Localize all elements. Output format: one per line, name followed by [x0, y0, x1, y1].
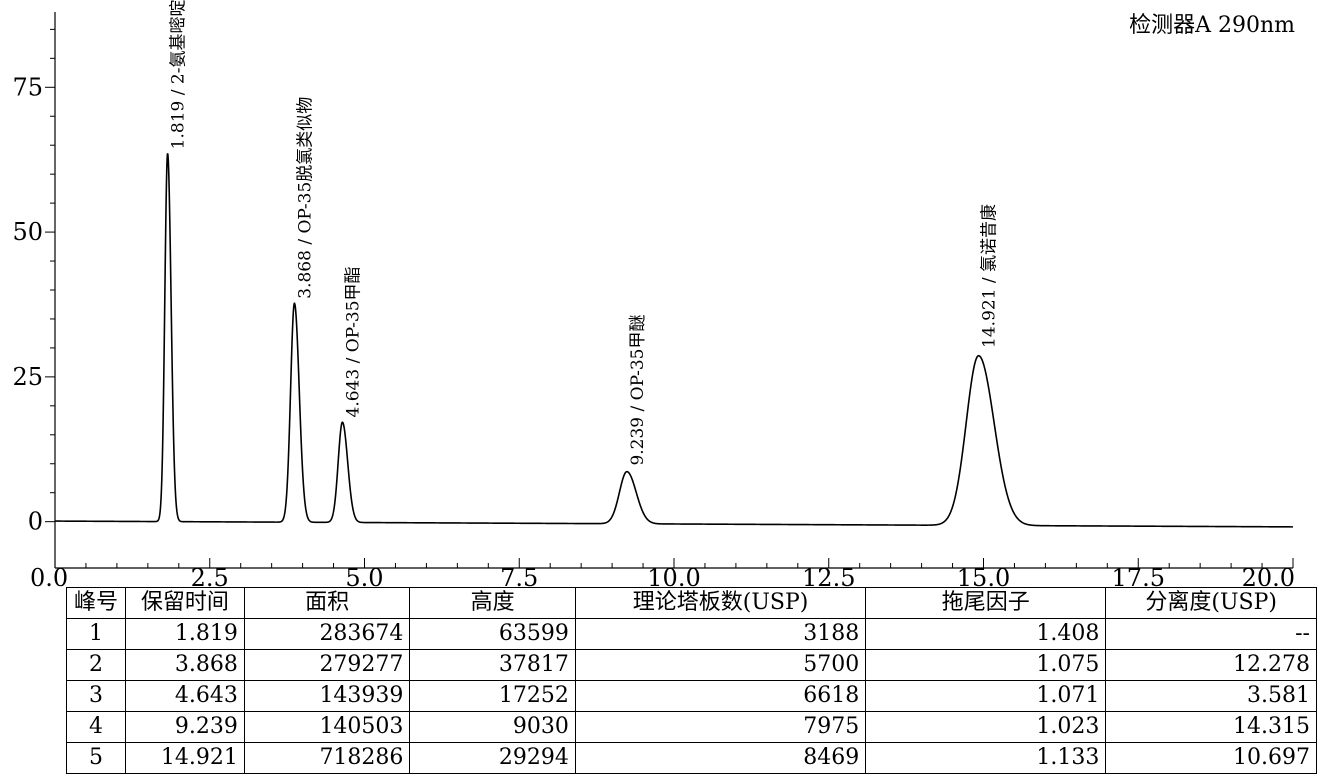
table-cell: 283674	[243, 618, 411, 650]
table-cell: 14.315	[1105, 711, 1317, 743]
column-header: 保留时间	[124, 587, 245, 619]
table-cell: 7975	[574, 711, 867, 743]
table-cell: 2	[66, 649, 126, 681]
table-cell: 8469	[574, 742, 867, 774]
table-cell: 12.278	[1105, 649, 1317, 681]
table-cell: 29294	[409, 742, 576, 774]
peak-label: 14.921 / 氯诺昔康	[980, 204, 1000, 348]
table-row: 1 1.819 283674 63599 3188 1.408 --	[66, 618, 1317, 650]
y-tick-label: 75	[12, 73, 43, 101]
table-cell: 3	[66, 680, 126, 712]
peak-label: 9.239 / OP-35甲醚	[628, 315, 648, 466]
x-tick-label: 7.5	[500, 564, 538, 590]
column-header: 拖尾因子	[865, 587, 1107, 619]
table-cell: --	[1105, 618, 1317, 650]
detector-label: 检测器A 290nm	[1129, 13, 1295, 38]
table-cell: 37817	[409, 649, 576, 681]
table-cell: 718286	[243, 742, 411, 774]
table-cell: 1	[66, 618, 126, 650]
x-tick-label: 0.0	[30, 564, 68, 590]
x-tick-label: 12.5	[802, 564, 855, 590]
table-cell: 9.239	[124, 711, 245, 743]
table-cell: 14.921	[124, 742, 245, 774]
table-cell: 4.643	[124, 680, 245, 712]
table-cell: 1.133	[865, 742, 1107, 774]
table-cell: 10.697	[1105, 742, 1317, 774]
y-tick-label: 0	[28, 508, 43, 536]
column-header: 面积	[243, 587, 411, 619]
peak-label: 1.819 / 2-氨基嘧啶	[169, 0, 189, 149]
table-row: 3 4.643 143939 17252 6618 1.071 3.581	[66, 680, 1317, 712]
table-cell: 5700	[574, 649, 867, 681]
peak-label: 3.868 / OP-35脱氯类似物	[295, 97, 315, 299]
x-tick-label: 17.5	[1112, 564, 1165, 590]
table-row: 5 14.921 718286 29294 8469 1.133 10.697	[66, 742, 1317, 774]
table-cell: 9030	[409, 711, 576, 743]
column-header: 峰号	[66, 587, 126, 619]
table-cell: 6618	[574, 680, 867, 712]
table-cell: 1.023	[865, 711, 1107, 743]
table-cell: 143939	[243, 680, 411, 712]
table-cell: 4	[66, 711, 126, 743]
x-tick-label: 2.5	[191, 564, 229, 590]
peak-labels: 1.819 / 2-氨基嘧啶 3.868 / OP-35脱氯类似物 4.643 / …	[169, 0, 1000, 466]
column-header: 高度	[409, 587, 576, 619]
table-cell: 17252	[409, 680, 576, 712]
table-row: 4 9.239 140503 9030 7975 1.023 14.315	[66, 711, 1317, 743]
table-cell: 140503	[243, 711, 411, 743]
table-header-row: 峰号 保留时间 面积 高度 理论塔板数(USP) 拖尾因子 分离度(USP)	[66, 587, 1317, 619]
table-cell: 3188	[574, 618, 867, 650]
tick-labels: 0 25 50 75 0.0 2.5 5.0 7.5 10.0 12.5 15.0 17.5 20.0	[12, 73, 1295, 590]
peak-label: 4.643 / OP-35甲酯	[343, 266, 363, 417]
column-header: 分离度(USP)	[1105, 587, 1317, 619]
x-tick-label: 10.0	[647, 564, 700, 590]
table-cell: 63599	[409, 618, 576, 650]
table-cell: 1.819	[124, 618, 245, 650]
y-tick-label: 50	[12, 218, 43, 246]
table-body: 1 1.819 283674 63599 3188 1.408 -- 2 3.868 279277…	[66, 618, 1317, 774]
table-cell: 279277	[243, 649, 411, 681]
table-row: 2 3.868 279277 37817 5700 1.075 12.278	[66, 649, 1317, 681]
table-cell: 1.071	[865, 680, 1107, 712]
table-cell: 3.868	[124, 649, 245, 681]
chromatogram-trace	[55, 153, 1293, 528]
table-cell: 5	[66, 742, 126, 774]
x-tick-label: 20.0	[1242, 564, 1295, 590]
table-cell: 1.408	[865, 618, 1107, 650]
y-tick-label: 25	[12, 363, 43, 391]
chart-axes	[45, 12, 1294, 569]
x-tick-label: 15.0	[957, 564, 1010, 590]
peak-results-table: 峰号 保留时间 面积 高度 理论塔板数(USP) 拖尾因子 分离度(USP) 1 1.819 2…	[66, 587, 1317, 774]
x-tick-label: 5.0	[345, 564, 383, 590]
column-header: 理论塔板数(USP)	[574, 587, 867, 619]
table-cell: 1.075	[865, 649, 1107, 681]
table-cell: 3.581	[1105, 680, 1317, 712]
